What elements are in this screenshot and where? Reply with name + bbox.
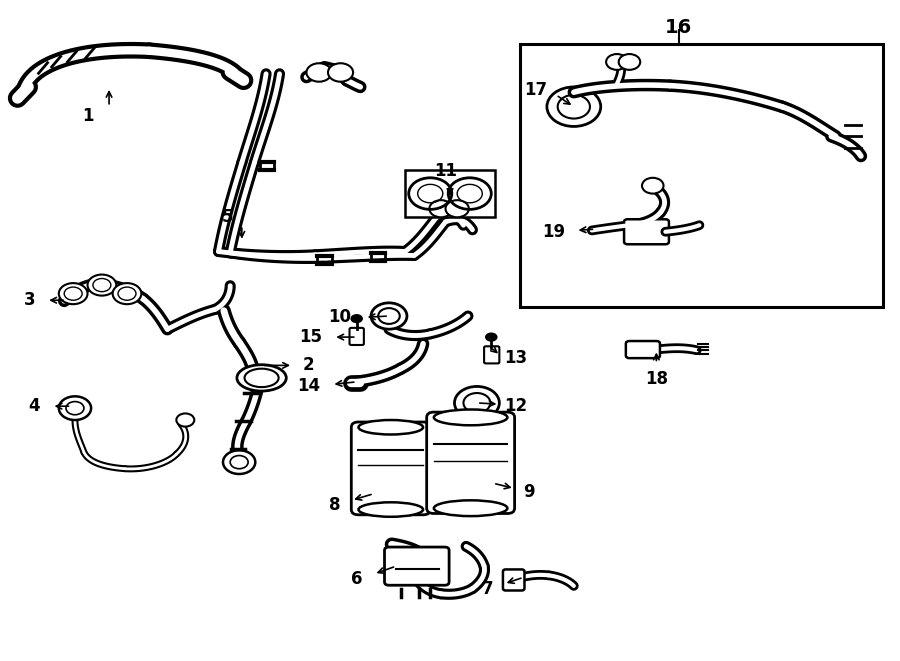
Text: 11: 11 [434,163,457,180]
Circle shape [112,283,141,304]
Text: 1: 1 [83,107,94,125]
FancyBboxPatch shape [503,569,525,590]
Circle shape [87,274,116,295]
Circle shape [176,413,194,426]
Ellipse shape [358,420,423,434]
Ellipse shape [434,409,508,425]
FancyBboxPatch shape [349,328,364,345]
FancyBboxPatch shape [626,341,660,358]
Text: 10: 10 [328,308,351,327]
FancyBboxPatch shape [351,422,430,515]
Text: 3: 3 [23,292,35,309]
FancyBboxPatch shape [484,346,500,364]
Text: 13: 13 [504,349,527,367]
Circle shape [306,63,331,82]
Ellipse shape [434,500,508,516]
Circle shape [58,397,91,420]
Text: 19: 19 [542,223,565,241]
Circle shape [223,450,256,474]
FancyBboxPatch shape [384,547,449,585]
Bar [405,170,495,217]
Text: 12: 12 [504,397,527,414]
Text: 7: 7 [482,580,493,598]
Circle shape [328,63,353,82]
Circle shape [429,200,453,217]
Circle shape [485,332,498,342]
FancyBboxPatch shape [427,412,515,514]
Text: 9: 9 [524,483,536,501]
Text: 6: 6 [351,570,362,588]
Circle shape [606,54,627,70]
Ellipse shape [237,365,286,391]
Circle shape [642,178,663,194]
Text: 16: 16 [665,19,692,37]
Circle shape [618,54,640,70]
Text: 17: 17 [524,81,547,99]
Ellipse shape [358,502,423,517]
Circle shape [446,200,469,217]
Text: 4: 4 [28,397,40,415]
Text: 8: 8 [329,496,340,514]
Circle shape [371,303,407,329]
Text: 14: 14 [298,377,320,395]
Circle shape [350,314,363,323]
Circle shape [547,87,600,126]
Bar [520,44,884,307]
Text: 5: 5 [221,208,233,226]
Text: 15: 15 [300,328,322,346]
Text: 2: 2 [303,356,314,374]
FancyBboxPatch shape [624,219,669,245]
Circle shape [58,283,87,304]
Circle shape [454,387,500,419]
Text: 18: 18 [645,370,668,388]
